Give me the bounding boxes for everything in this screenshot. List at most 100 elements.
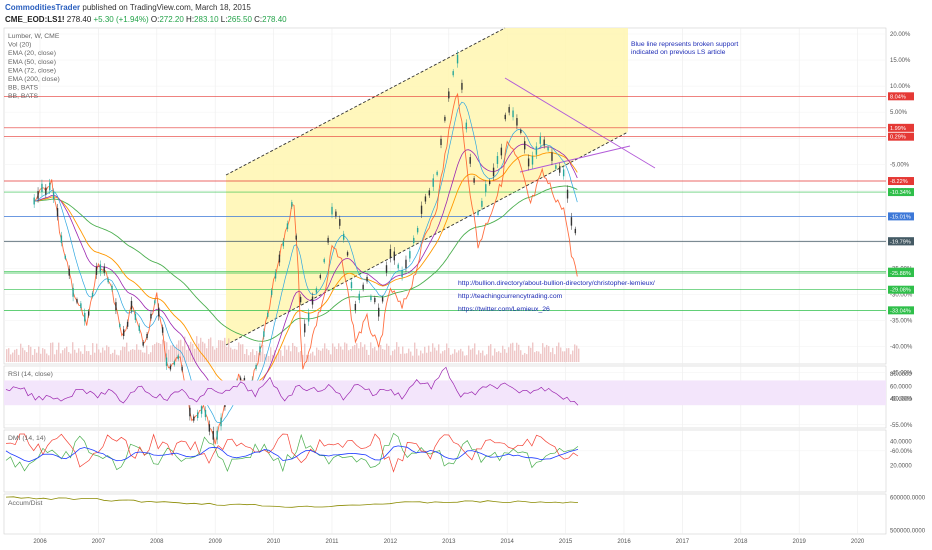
volume-bar (366, 349, 368, 362)
time-axis: 2006 2007 2008 2009 2010 2011 2012 2013 2014 2015… (33, 539, 865, 545)
volume-bar (184, 336, 186, 362)
candle-body (520, 129, 522, 133)
candle-body (311, 296, 314, 305)
volume-bar (52, 342, 54, 362)
candle-body (212, 431, 214, 440)
volume-bar (416, 348, 418, 362)
volume-bar (348, 350, 350, 362)
candle-body (378, 307, 380, 317)
volume-bar (408, 348, 410, 362)
candle-body (389, 249, 392, 258)
level-tag-label: 0.29% (890, 135, 906, 141)
indicator-legend-item[interactable]: EMA (50, close) (8, 59, 56, 66)
link-teaching-currency[interactable]: http://teachingcurrencytrading.com (458, 293, 563, 300)
volume-bar (374, 346, 376, 362)
candle-body (239, 377, 242, 382)
indicator-legend-item[interactable]: EMA (200, close) (8, 76, 60, 83)
volume-bar (160, 343, 162, 362)
time-tick-label: 2018 (734, 539, 748, 545)
indicator-legend-item[interactable]: BB, BATS (8, 93, 39, 100)
volume-bar (10, 354, 12, 362)
volume-bar (66, 346, 68, 362)
volume-bar (376, 350, 378, 362)
volume-bar (250, 352, 252, 362)
volume-bar (214, 349, 216, 362)
volume-bar (48, 355, 50, 362)
volume-bar (146, 345, 148, 362)
volume-bar (26, 352, 28, 362)
volume-bar (64, 348, 66, 362)
volume-bar (540, 353, 542, 362)
link-twitter[interactable]: https://twitter.com/Lemieux_26 (458, 306, 550, 313)
volume-bar (380, 345, 382, 362)
candle-body (33, 197, 35, 205)
candle-body (299, 296, 302, 303)
publisher-name[interactable]: CommoditiesTrader (5, 3, 81, 12)
volume-bar (382, 348, 384, 362)
volume-bar (210, 337, 212, 362)
volume-bar (342, 349, 344, 362)
volume-bar (116, 354, 118, 362)
price-tick-label: -45.00% (890, 371, 913, 377)
indicator-legend-item[interactable]: EMA (20, close) (8, 50, 56, 57)
volume-bar (256, 351, 258, 362)
volume-bar (138, 349, 140, 362)
volume-bar (180, 339, 182, 362)
volume-bar (562, 351, 564, 362)
volume-bar (162, 339, 164, 362)
volume-bar (428, 345, 430, 362)
volume-bar (432, 343, 434, 362)
volume-bar (84, 345, 86, 362)
candle-body (282, 240, 285, 247)
indicator-legend-item[interactable]: Lumber, W, CME (8, 33, 60, 40)
volume-bar (322, 348, 324, 362)
volume-bar (128, 351, 130, 362)
indicator-legend-item[interactable]: BB, BATS (8, 85, 39, 92)
volume-bar (434, 347, 436, 362)
symbol-name[interactable]: CME_EOD:LS1! (5, 15, 65, 24)
candle-body (189, 407, 191, 417)
volume-bar (68, 352, 70, 362)
volume-bar (28, 345, 30, 362)
volume-bar (346, 343, 348, 362)
price-series (4, 50, 886, 508)
volume-bar (458, 350, 460, 362)
volume-bar (294, 345, 296, 362)
candle-body (485, 184, 487, 193)
dmi-tick-label: 20.0000 (890, 464, 912, 470)
volume-bar (16, 348, 18, 362)
volume-bar (450, 354, 452, 362)
volume-bar (492, 355, 494, 362)
low-label: L: (220, 15, 228, 24)
candle-body (354, 304, 357, 311)
volume-bar (534, 352, 536, 362)
volume-bar (240, 344, 242, 362)
volume-bar (350, 349, 352, 362)
volume-bar (444, 350, 446, 362)
indicator-legend-item[interactable]: Vol (20) (8, 42, 31, 49)
level-tag-label: -29.08% (890, 288, 911, 294)
time-tick-label: 2017 (676, 539, 690, 545)
candle-body (173, 361, 176, 365)
volume-bar (284, 345, 286, 362)
volume-bar (486, 354, 488, 362)
volume-bar (508, 347, 510, 362)
volume-bar (518, 344, 520, 362)
accum-tick-label: 600000.0000 (890, 496, 926, 502)
rsi-tick-label: 60.0000 (890, 385, 912, 391)
volume-bars (6, 336, 580, 362)
candle-body (138, 325, 140, 331)
volume-bar (112, 352, 114, 362)
price-tick-label: -50.00% (890, 397, 913, 403)
volume-bar (548, 346, 550, 362)
indicator-legend-item[interactable]: EMA (72, close) (8, 67, 56, 74)
volume-bar (536, 351, 538, 362)
candle-body (420, 205, 423, 214)
volume-bar (386, 343, 388, 362)
accum-label: Accum/Dist (8, 500, 42, 507)
volume-bar (50, 342, 52, 362)
level-tag-label: -19.79% (890, 239, 911, 245)
volume-bar (530, 347, 532, 362)
link-bullion-directory[interactable]: http://bullion.directory/about-bullion-d… (458, 280, 655, 287)
